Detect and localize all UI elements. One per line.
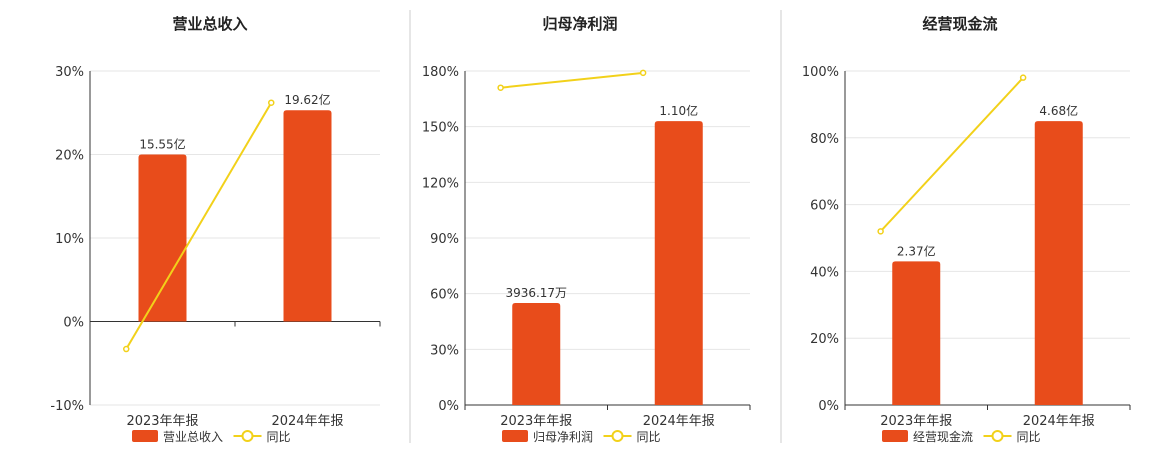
legend-line-marker xyxy=(991,430,1004,442)
x-category-label: 2024年年报 xyxy=(1023,414,1095,429)
legend-line-marker xyxy=(611,430,624,442)
yoy-line xyxy=(500,71,644,89)
legend-bar-label: 营业总收入 xyxy=(163,430,223,444)
bar xyxy=(283,110,332,322)
legend-bar-swatch xyxy=(132,430,158,442)
x-category-label: 2023年年报 xyxy=(500,414,572,429)
bar xyxy=(138,154,187,322)
bar-value-label: 4.68亿 xyxy=(1039,103,1078,118)
yoy-point xyxy=(1019,74,1027,81)
y-tick-label: 80% xyxy=(810,132,839,147)
yoy-point xyxy=(123,345,130,353)
bar-value-label: 1.10亿 xyxy=(659,103,698,118)
y-tick-label: 60% xyxy=(430,288,459,303)
y-tick-label: 20% xyxy=(810,332,839,347)
bar-value-label: 15.55亿 xyxy=(139,137,185,152)
y-tick-label: 40% xyxy=(810,265,839,280)
y-tick-label: 30% xyxy=(55,65,84,80)
y-tick-label: 90% xyxy=(430,232,459,247)
bar xyxy=(654,121,703,405)
bar-value-label: 2.37亿 xyxy=(897,243,936,258)
chart-title: 营业总收入 xyxy=(172,15,247,33)
chart-title: 归母净利润 xyxy=(542,15,617,33)
y-tick-label: 10% xyxy=(55,232,84,247)
chart-title: 经营现金流 xyxy=(922,15,997,33)
legend-line-marker xyxy=(241,430,254,442)
y-tick-label: 180% xyxy=(422,65,459,80)
y-tick-label: 60% xyxy=(810,199,839,214)
legend-bar-swatch xyxy=(502,430,528,442)
x-category-label: 2024年年报 xyxy=(271,414,343,429)
yoy-point xyxy=(268,99,275,106)
legend-line-label: 同比 xyxy=(637,430,661,444)
bar xyxy=(1034,121,1083,405)
legend-bar-label: 经营现金流 xyxy=(913,429,973,444)
x-category-label: 2023年年报 xyxy=(126,414,198,429)
y-tick-label: 0% xyxy=(818,399,839,414)
legend-bar-swatch xyxy=(882,430,908,442)
legend-line-label: 同比 xyxy=(267,430,291,444)
y-tick-label: 0% xyxy=(438,399,459,414)
y-tick-label: -10% xyxy=(50,399,84,414)
yoy-point xyxy=(877,228,884,235)
y-tick-label: 30% xyxy=(430,343,459,358)
bar-value-label: 19.62亿 xyxy=(284,92,330,107)
yoy-line xyxy=(125,102,273,350)
y-tick-label: 120% xyxy=(422,176,459,191)
bar xyxy=(892,261,941,405)
y-tick-label: 150% xyxy=(422,121,459,136)
y-tick-label: 0% xyxy=(63,316,84,331)
x-category-label: 2023年年报 xyxy=(880,414,952,429)
bar-value-label: 3936.17万 xyxy=(505,286,567,300)
yoy-point xyxy=(497,84,504,91)
x-category-label: 2024年年报 xyxy=(643,414,715,429)
y-tick-label: 20% xyxy=(55,149,84,164)
yoy-point xyxy=(639,69,647,77)
legend-bar-label: 归母净利润 xyxy=(533,430,593,444)
bar xyxy=(512,302,561,405)
yoy-line xyxy=(879,76,1024,233)
y-tick-label: 100% xyxy=(802,65,839,80)
legend-line-label: 同比 xyxy=(1017,430,1041,444)
